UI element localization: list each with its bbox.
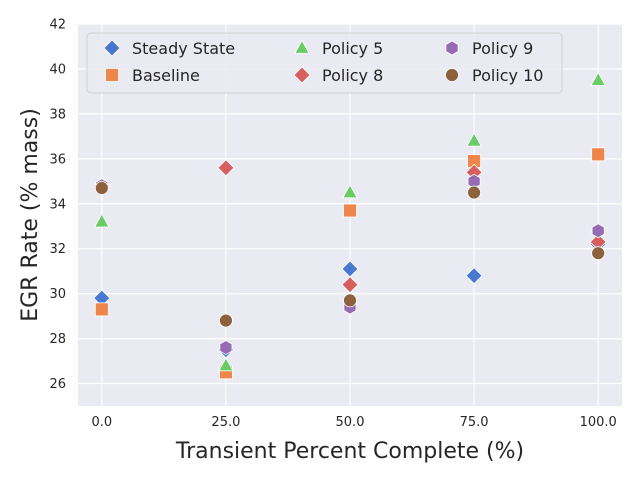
data-point — [94, 181, 109, 195]
y-axis-label: EGR Rate (% mass) — [18, 108, 43, 322]
y-tick-label: 34 — [49, 197, 66, 212]
legend-label: Policy 9 — [472, 39, 533, 58]
data-point — [342, 184, 358, 199]
x-tick-label: 25.0 — [211, 415, 240, 430]
data-point — [219, 340, 233, 356]
y-tick-label: 40 — [49, 62, 66, 77]
legend-marker — [445, 40, 459, 56]
x-tick-label: 75.0 — [460, 415, 489, 430]
legend-item: Policy 9 — [445, 39, 533, 58]
y-tick-label: 38 — [49, 107, 66, 122]
legend-item: Policy 10 — [445, 66, 543, 85]
legend-item: Policy 5 — [294, 39, 383, 58]
y-tick-label: 42 — [49, 18, 66, 33]
series-baseline — [94, 147, 606, 380]
y-tick-label: 30 — [49, 287, 66, 302]
data-point — [591, 147, 606, 162]
legend-item: Policy 8 — [293, 66, 383, 85]
legend-item: Steady State — [103, 39, 235, 58]
data-point — [217, 159, 235, 177]
x-tick-label: 0.0 — [91, 415, 112, 430]
data-point — [343, 293, 357, 308]
legend-label: Policy 5 — [322, 39, 383, 58]
legend-marker — [105, 68, 119, 82]
legend: Steady State Baseline Policy 5 Policy 8 Poli… — [86, 32, 563, 94]
y-tick-label: 32 — [49, 242, 66, 257]
legend-label: Policy 8 — [322, 66, 383, 85]
legend-marker — [103, 39, 121, 57]
data-point — [218, 357, 234, 372]
legend-label: Steady State — [132, 39, 235, 58]
y-tick-label: 26 — [49, 377, 66, 392]
x-tick-labels: 0.0 25.0 50.0 75.0 100.0 — [91, 415, 616, 430]
data-point — [343, 203, 357, 218]
y-tick-labels: 26 28 30 32 34 36 38 40 42 — [49, 18, 66, 393]
data-point — [94, 213, 110, 228]
x-tick-label: 100.0 — [580, 415, 617, 430]
data-point — [465, 267, 483, 285]
data-point — [467, 185, 481, 200]
series-policy-10 — [94, 181, 606, 328]
y-tick-label: 28 — [49, 332, 66, 347]
x-axis-label: Transient Percent Complete (%) — [175, 439, 524, 464]
legend-label: Baseline — [132, 66, 200, 85]
legend-marker — [445, 68, 459, 82]
data-point — [591, 246, 606, 261]
data-point — [219, 313, 233, 328]
legend-marker — [294, 39, 310, 54]
legend-marker — [293, 66, 311, 84]
y-tick-label: 36 — [49, 152, 66, 167]
data-point — [466, 132, 482, 147]
legend-item: Baseline — [105, 66, 200, 85]
legend-box — [86, 32, 563, 94]
series-policy-5 — [94, 71, 606, 372]
legend-label: Policy 10 — [472, 66, 543, 85]
data-point — [590, 71, 606, 86]
data-point — [591, 223, 605, 239]
data-point — [94, 302, 109, 317]
data-points — [93, 71, 607, 380]
x-tick-label: 50.0 — [336, 415, 365, 430]
data-point — [341, 276, 359, 294]
